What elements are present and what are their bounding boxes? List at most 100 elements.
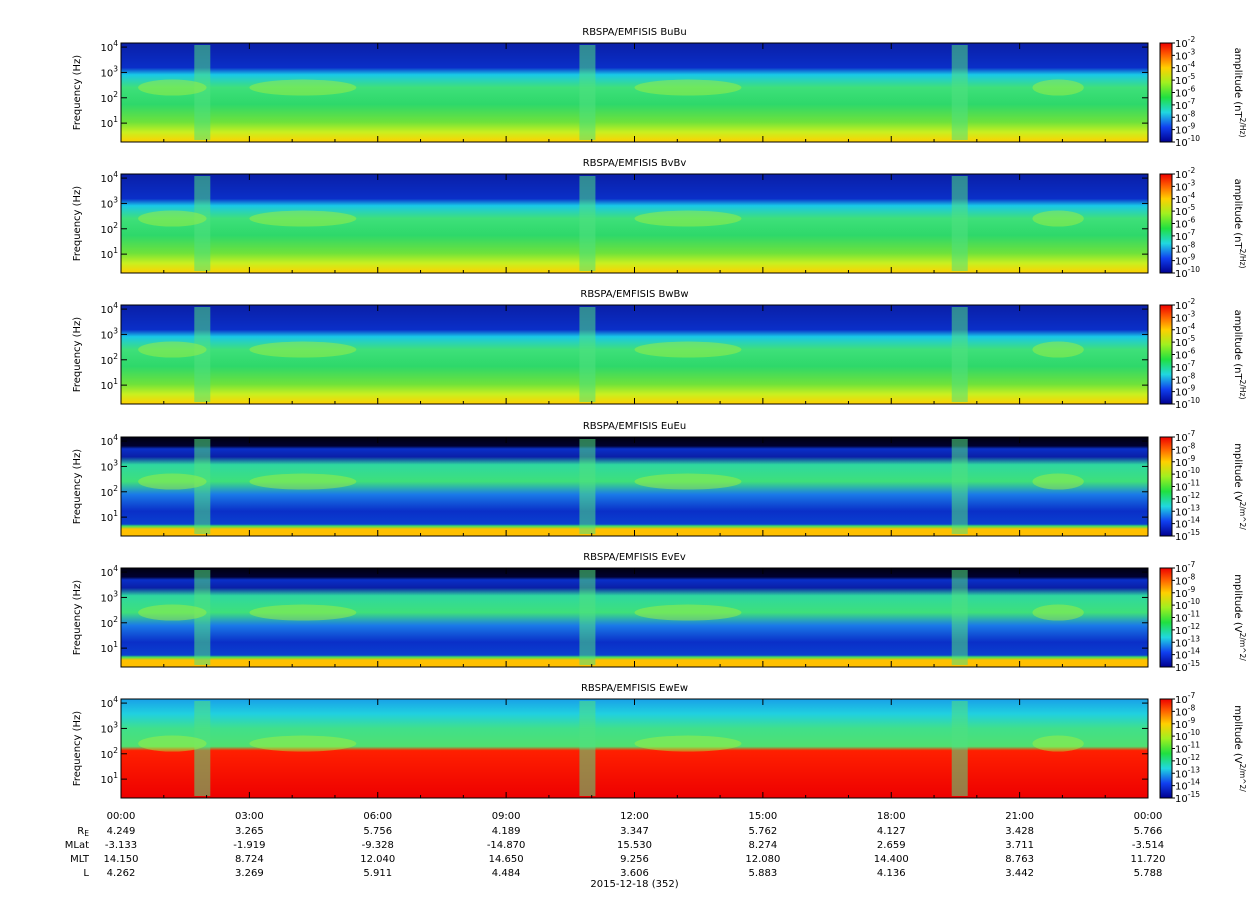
ephemeris-value: -3.514 [1132, 840, 1164, 851]
spectrogram-feature [194, 439, 211, 534]
colorbar-tick-label: 10-15 [1175, 659, 1200, 674]
colorbar-tick-label: 10-4 [1175, 322, 1195, 337]
colorbar-tick-label: 10-6 [1175, 347, 1195, 362]
colorbar-tick-label: 10-7 [1175, 97, 1195, 112]
colorbar-tick-label: 10-12 [1175, 622, 1200, 637]
ephemeris-value: 3.347 [620, 826, 649, 837]
y-axis-label: Frequency (Hz) [72, 317, 83, 393]
ephemeris-value: 4.249 [107, 826, 136, 837]
y-tick-label: 102 [100, 484, 118, 499]
y-tick-label: 104 [100, 301, 118, 316]
colorbar-tick-label: 10-7 [1175, 691, 1195, 706]
spectrogram-feature [138, 604, 207, 621]
spectrogram-feature [249, 79, 357, 96]
spectrogram-feature [249, 341, 357, 358]
ephemeris-value: 8.763 [1005, 854, 1034, 865]
colorbar-tick-label: 10-13 [1175, 503, 1200, 518]
ephemeris-value: 5.911 [363, 868, 392, 879]
colorbar-label: mplitude (V2/m^2/ [1232, 443, 1247, 530]
colorbar-tick-label: 10-10 [1175, 728, 1200, 743]
spectrogram-feature [579, 570, 596, 665]
y-tick-label: 102 [100, 221, 118, 236]
x-axis-label: 2015-12-18 (352) [590, 879, 678, 890]
colorbar-tick-label: 10-8 [1175, 703, 1195, 718]
colorbar-tick-label: 10-3 [1175, 309, 1195, 324]
ephemeris-value: 9.256 [620, 854, 649, 865]
spectrogram-feature [634, 604, 742, 621]
colorbar-tick-label: 10-10 [1175, 134, 1200, 149]
colorbar-tick-label: 10-13 [1175, 634, 1200, 649]
ephemeris-value: 5.762 [749, 826, 778, 837]
spectrogram-feature [249, 473, 357, 490]
spectrogram-feature [138, 473, 207, 490]
ephemeris-value: 3.442 [1005, 868, 1034, 879]
colorbar-tick-label: 10-7 [1175, 228, 1195, 243]
colorbar-tick-label: 10-3 [1175, 178, 1195, 193]
colorbar-label: amplitude (nT2/Hz) [1232, 179, 1247, 269]
colorbar-tick-label: 10-14 [1175, 778, 1200, 793]
spectrogram-feature [579, 176, 596, 271]
colorbar-tick-label: 10-3 [1175, 47, 1195, 62]
spectrogram-feature [634, 79, 742, 96]
colorbar-tick-label: 10-10 [1175, 396, 1200, 411]
y-tick-label: 102 [100, 90, 118, 105]
y-tick-label: 103 [100, 589, 118, 604]
panel-title: RBSPA/EMFISIS EuEu [583, 421, 686, 432]
ephemeris-value: -1.919 [233, 840, 265, 851]
colorbar-tick-label: 10-2 [1175, 297, 1195, 312]
y-tick-label: 103 [100, 64, 118, 79]
ephemeris-value: 14.400 [874, 854, 909, 865]
spectrogram-feature [634, 341, 742, 358]
y-tick-label: 103 [100, 458, 118, 473]
colorbar-tick-label: 10-9 [1175, 454, 1195, 469]
colorbar-tick-label: 10-11 [1175, 610, 1200, 625]
colorbar-tick-label: 10-2 [1175, 35, 1195, 50]
spectrogram-feature [951, 570, 968, 665]
colorbar-label: mplitude (V2/m^2/ [1232, 705, 1247, 792]
spectrogram-feature [249, 604, 357, 621]
colorbar [1160, 699, 1172, 798]
panel-title: RBSPA/EMFISIS EvEv [583, 552, 686, 563]
y-tick-label: 103 [100, 720, 118, 735]
ephemeris-label: L [83, 868, 89, 879]
y-axis-label: Frequency (Hz) [72, 55, 83, 131]
y-tick-label: 102 [100, 352, 118, 367]
spectrogram-feature [1032, 341, 1084, 358]
spectrogram-feature [194, 307, 211, 402]
y-tick-label: 102 [100, 615, 118, 630]
ephemeris-value: 12.080 [745, 854, 780, 865]
colorbar-label: mplitude (V2/m^2/ [1232, 574, 1247, 661]
ephemeris-value: 4.189 [492, 826, 521, 837]
ephemeris-value: 5.756 [363, 826, 392, 837]
ephemeris-value: 11.720 [1131, 854, 1166, 865]
colorbar-tick-label: 10-14 [1175, 516, 1200, 531]
colorbar [1160, 437, 1172, 536]
y-tick-label: 101 [100, 509, 118, 524]
ephemeris-label: MLat [65, 840, 89, 851]
ephemeris-value: 4.136 [877, 868, 906, 879]
ephemeris-value: 3.711 [1005, 840, 1034, 851]
ephemeris-value: 2.659 [877, 840, 906, 851]
x-tick-label: 00:00 [1134, 811, 1163, 822]
colorbar-tick-label: 10-12 [1175, 491, 1200, 506]
y-tick-label: 101 [100, 640, 118, 655]
colorbar-label: amplitude (nT2/Hz) [1232, 310, 1247, 400]
spectrogram-feature [579, 701, 596, 796]
colorbar-label: amplitude (nT2/Hz) [1232, 48, 1247, 138]
spectrogram-feature [951, 45, 968, 140]
colorbar-tick-label: 10-8 [1175, 240, 1195, 255]
x-tick-label: 06:00 [363, 811, 392, 822]
colorbar-tick-label: 10-12 [1175, 753, 1200, 768]
colorbar [1160, 43, 1172, 142]
colorbar-tick-label: 10-2 [1175, 166, 1195, 181]
y-tick-label: 101 [100, 246, 118, 261]
x-tick-label: 12:00 [620, 811, 649, 822]
ephemeris-label: MLT [70, 854, 90, 865]
colorbar-tick-label: 10-15 [1175, 790, 1200, 805]
spectrogram-feature [1032, 735, 1084, 752]
panel-title: RBSPA/EMFISIS BuBu [582, 27, 686, 38]
colorbar-tick-label: 10-8 [1175, 371, 1195, 386]
x-tick-label: 09:00 [492, 811, 521, 822]
y-tick-label: 104 [100, 433, 118, 448]
colorbar-tick-label: 10-9 [1175, 253, 1195, 268]
